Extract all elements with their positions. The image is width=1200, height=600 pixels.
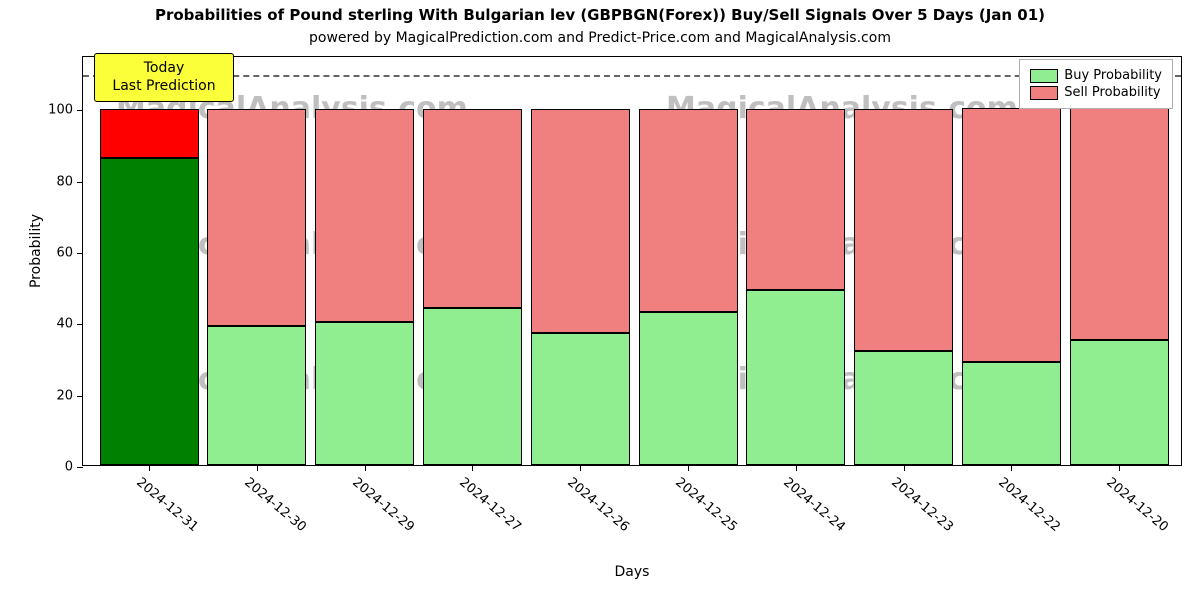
- chart-container: Probabilities of Pound sterling With Bul…: [0, 0, 1200, 600]
- sell-bar: [423, 109, 522, 309]
- bar-group: [1070, 55, 1169, 465]
- buy-bar: [854, 351, 953, 465]
- x-tick-label: 2024-12-22: [996, 475, 1064, 535]
- buy-bar: [962, 362, 1061, 465]
- bar-group: [423, 55, 522, 465]
- x-tick: [904, 465, 905, 471]
- y-tick-label: 60: [56, 246, 73, 261]
- x-tick: [149, 465, 150, 471]
- sell-bar: [746, 109, 845, 291]
- sell-bar: [854, 109, 953, 351]
- legend-label-buy: Buy Probability: [1064, 68, 1162, 83]
- x-tick-label: 2024-12-23: [888, 475, 956, 535]
- buy-bar: [639, 312, 738, 465]
- chart-title: Probabilities of Pound sterling With Bul…: [0, 6, 1200, 24]
- today-callout: TodayLast Prediction: [94, 53, 234, 102]
- sell-bar: [207, 109, 306, 326]
- x-tick-label: 2024-12-31: [133, 475, 201, 535]
- sell-bar: [962, 108, 1061, 361]
- legend-swatch-buy: [1030, 69, 1058, 83]
- bar-group: [639, 55, 738, 465]
- x-tick: [472, 465, 473, 471]
- x-tick: [1119, 465, 1120, 471]
- y-tick-label: 0: [65, 460, 73, 475]
- legend-label-sell: Sell Probability: [1064, 85, 1160, 100]
- bar-group: [207, 55, 306, 465]
- x-tick-label: 2024-12-30: [241, 475, 309, 535]
- y-tick: [77, 467, 83, 468]
- x-tick-label: 2024-12-29: [349, 475, 417, 535]
- bar-group: [531, 55, 630, 465]
- buy-bar: [100, 158, 199, 465]
- x-axis-label: Days: [82, 564, 1182, 580]
- x-tick: [1011, 465, 1012, 471]
- y-tick: [77, 324, 83, 325]
- plot-area: MagicalAnalysis.comMagicalAnalysis.comMa…: [82, 56, 1182, 466]
- bar-group: [962, 55, 1061, 465]
- x-tick: [257, 465, 258, 471]
- y-tick-label: 100: [48, 103, 73, 118]
- buy-bar: [1070, 340, 1169, 465]
- buy-bar: [423, 308, 522, 465]
- y-tick: [77, 253, 83, 254]
- callout-line2: Last Prediction: [105, 78, 223, 96]
- x-tick-label: 2024-12-26: [565, 475, 633, 535]
- y-tick-label: 40: [56, 317, 73, 332]
- buy-bar: [315, 322, 414, 465]
- y-tick-label: 80: [56, 174, 73, 189]
- x-tick: [580, 465, 581, 471]
- bar-group: [746, 55, 845, 465]
- legend-row-sell: Sell Probability: [1030, 85, 1162, 100]
- y-tick: [77, 182, 83, 183]
- x-tick: [365, 465, 366, 471]
- legend-row-buy: Buy Probability: [1030, 68, 1162, 83]
- x-tick-label: 2024-12-24: [780, 475, 848, 535]
- x-tick: [796, 465, 797, 471]
- bar-group: [854, 55, 953, 465]
- buy-bar: [207, 326, 306, 465]
- legend-swatch-sell: [1030, 86, 1058, 100]
- sell-bar: [315, 109, 414, 323]
- sell-bar: [639, 109, 738, 312]
- bar-group: [100, 55, 199, 465]
- sell-bar: [1070, 108, 1169, 340]
- y-tick-label: 20: [56, 388, 73, 403]
- x-tick: [688, 465, 689, 471]
- y-axis-label: Probability: [28, 201, 44, 301]
- buy-bar: [531, 333, 630, 465]
- x-tick-label: 2024-12-27: [457, 475, 525, 535]
- chart-subtitle: powered by MagicalPrediction.com and Pre…: [0, 30, 1200, 46]
- sell-bar: [531, 109, 630, 334]
- y-tick: [77, 396, 83, 397]
- callout-line1: Today: [105, 60, 223, 78]
- sell-bar: [100, 109, 199, 159]
- x-tick-label: 2024-12-20: [1104, 475, 1172, 535]
- bar-group: [315, 55, 414, 465]
- y-tick: [77, 110, 83, 111]
- legend: Buy Probability Sell Probability: [1019, 59, 1173, 109]
- x-tick-label: 2024-12-25: [672, 475, 740, 535]
- buy-bar: [746, 290, 845, 465]
